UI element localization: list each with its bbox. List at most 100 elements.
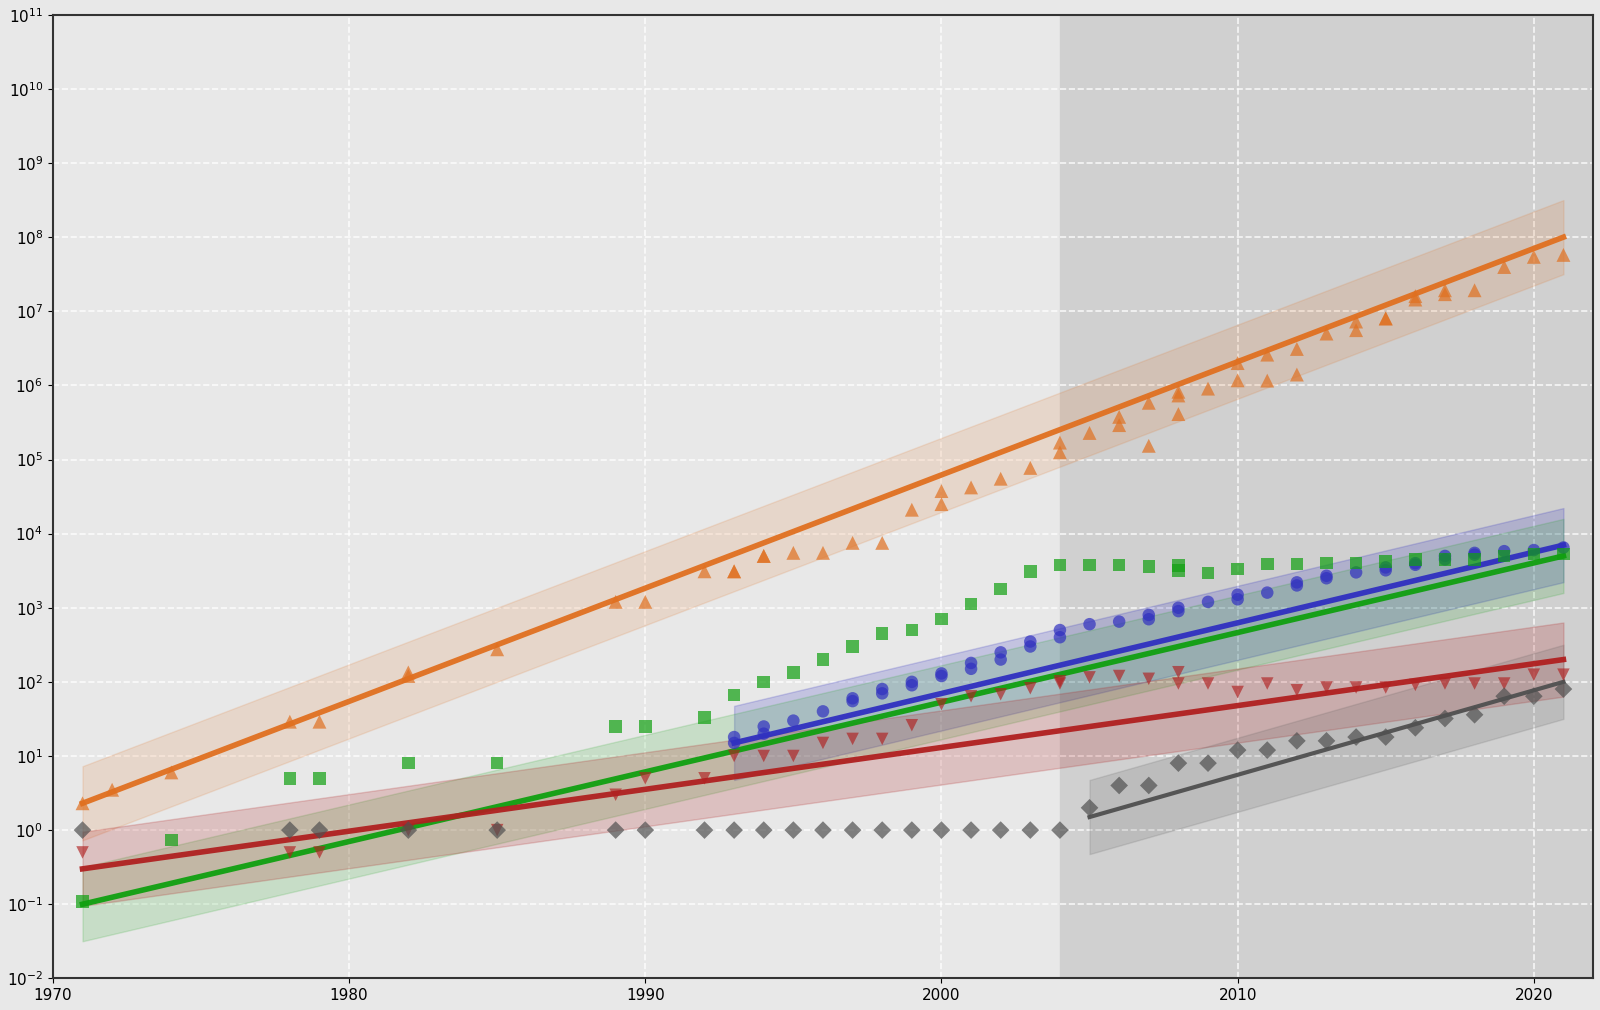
- Point: [395, 822, 421, 838]
- Point: [1522, 248, 1547, 265]
- Point: [1046, 557, 1072, 573]
- Point: [1403, 292, 1429, 308]
- Point: [1077, 800, 1102, 816]
- Point: [691, 822, 717, 838]
- Point: [1195, 594, 1221, 610]
- Point: [1550, 546, 1576, 563]
- Point: [691, 709, 717, 725]
- Point: [485, 822, 510, 838]
- Point: [1136, 395, 1162, 411]
- Point: [840, 690, 866, 706]
- Point: [1522, 542, 1547, 559]
- Point: [1285, 367, 1310, 383]
- Point: [750, 747, 776, 764]
- Point: [1285, 341, 1310, 358]
- Point: [928, 496, 954, 512]
- Point: [928, 666, 954, 682]
- Point: [1491, 688, 1517, 704]
- Point: [1373, 553, 1398, 570]
- Point: [1046, 444, 1072, 461]
- Point: [603, 718, 629, 734]
- Point: [691, 771, 717, 787]
- Point: [277, 771, 302, 787]
- Point: [899, 822, 925, 838]
- Point: [1373, 680, 1398, 696]
- Point: [1165, 676, 1190, 692]
- Point: [1344, 313, 1370, 329]
- Point: [840, 535, 866, 551]
- Point: [1226, 587, 1251, 603]
- Point: [869, 535, 894, 551]
- Point: [899, 677, 925, 693]
- Point: [1344, 556, 1370, 572]
- Point: [1314, 733, 1339, 749]
- Point: [1462, 676, 1488, 692]
- Point: [1403, 720, 1429, 736]
- Point: [722, 687, 747, 703]
- Point: [395, 668, 421, 684]
- Point: [1432, 286, 1458, 302]
- Point: [1106, 417, 1131, 433]
- Point: [1550, 539, 1576, 556]
- Point: [1165, 558, 1190, 574]
- Point: [1254, 676, 1280, 692]
- Point: [810, 822, 835, 838]
- Point: [899, 502, 925, 518]
- Point: [1254, 742, 1280, 759]
- Point: [1226, 373, 1251, 389]
- Point: [603, 787, 629, 803]
- Point: [928, 822, 954, 838]
- Point: [1018, 564, 1043, 580]
- Point: [1226, 684, 1251, 700]
- Point: [987, 644, 1013, 661]
- Point: [307, 844, 333, 861]
- Point: [1432, 282, 1458, 298]
- Point: [750, 822, 776, 838]
- Point: [810, 703, 835, 719]
- Point: [1432, 547, 1458, 564]
- Point: [722, 564, 747, 580]
- Point: [1491, 676, 1517, 692]
- Point: [277, 822, 302, 838]
- Point: [307, 771, 333, 787]
- Point: [781, 544, 806, 561]
- Point: [987, 471, 1013, 487]
- Point: [1046, 673, 1072, 689]
- Point: [277, 714, 302, 730]
- Point: [1550, 667, 1576, 683]
- Point: [1403, 557, 1429, 573]
- Point: [1077, 557, 1102, 573]
- Point: [1018, 638, 1043, 654]
- Point: [1046, 434, 1072, 450]
- Point: [1522, 688, 1547, 704]
- Point: [1195, 676, 1221, 692]
- Point: [1195, 755, 1221, 772]
- Point: [1403, 288, 1429, 304]
- Point: [70, 795, 96, 811]
- Point: [1491, 543, 1517, 560]
- Point: [1106, 409, 1131, 425]
- Point: [70, 844, 96, 861]
- Point: [1550, 681, 1576, 697]
- Point: [750, 674, 776, 690]
- Point: [1165, 665, 1190, 681]
- Point: [1165, 600, 1190, 616]
- Point: [307, 822, 333, 838]
- Point: [1195, 381, 1221, 397]
- Point: [1432, 551, 1458, 568]
- Point: [1522, 667, 1547, 683]
- Point: [928, 483, 954, 499]
- Point: [1077, 425, 1102, 441]
- Point: [691, 564, 717, 580]
- Point: [632, 771, 658, 787]
- Point: [1226, 742, 1251, 759]
- Point: [1046, 822, 1072, 838]
- Point: [1373, 563, 1398, 579]
- Point: [1491, 259, 1517, 275]
- Point: [1344, 729, 1370, 745]
- Point: [1373, 310, 1398, 326]
- Point: [1136, 437, 1162, 453]
- Point: [958, 661, 984, 677]
- Bar: [1059, 15, 1600, 979]
- Point: [987, 651, 1013, 668]
